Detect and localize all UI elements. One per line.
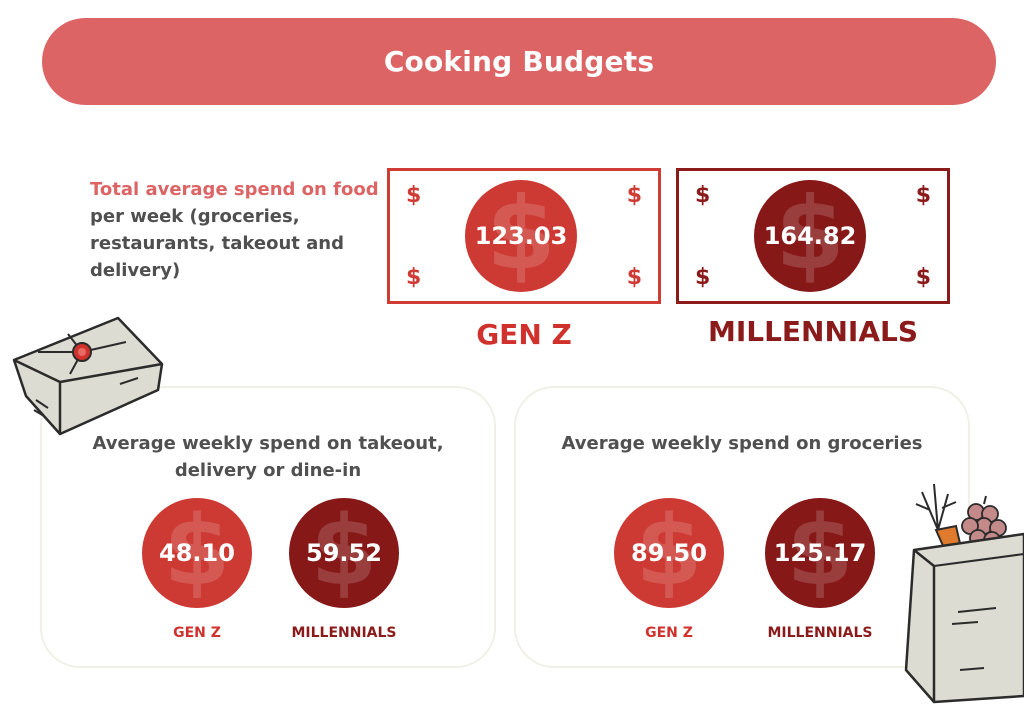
groceries-millennials-value: 125.17 — [773, 539, 867, 567]
millennials-total-value: 164.82 — [763, 222, 857, 250]
groceries-genz-label: GEN Z — [645, 625, 693, 641]
millennials-total-label: MILLENNIALS — [707, 315, 919, 348]
dollar-icon: $ — [626, 265, 642, 290]
takeout-genz-value: 48.10 — [159, 539, 235, 567]
dollar-icon: $ — [163, 498, 231, 607]
genz-total-bill: $ $ $ $ $ 123.03 — [387, 168, 661, 304]
page-title: Cooking Budgets — [383, 45, 655, 78]
dollar-icon: $ — [775, 180, 845, 292]
millennials-total-coin: $ 164.82 — [754, 180, 866, 292]
dollar-icon: $ — [626, 183, 642, 208]
groceries-genz-value: 89.50 — [631, 539, 707, 567]
dollar-icon: $ — [406, 183, 422, 208]
takeout-panel: Average weekly spend on takeout, deliver… — [40, 386, 496, 668]
dollar-icon: $ — [915, 265, 931, 290]
genz-total-value: 123.03 — [474, 222, 568, 250]
intro-highlight: Total average spend on food — [90, 179, 379, 200]
dollar-icon: $ — [915, 183, 931, 208]
dollar-icon: $ — [786, 498, 854, 607]
title-banner: Cooking Budgets — [42, 18, 996, 105]
groceries-genz-coin: $ 89.50 — [614, 498, 724, 608]
dollar-icon: $ — [310, 498, 378, 607]
groceries-panel: Average weekly spend on groceries $ 89.5… — [514, 386, 970, 668]
dollar-icon: $ — [695, 183, 711, 208]
takeout-millennials-value: 59.52 — [306, 539, 382, 567]
genz-total-coin: $ 123.03 — [465, 180, 577, 292]
groceries-title: Average weekly spend on groceries — [561, 433, 923, 454]
millennials-total-bill: $ $ $ $ $ 164.82 — [676, 168, 950, 304]
takeout-millennials-label: MILLENNIALS — [291, 625, 397, 641]
groceries-millennials-label: MILLENNIALS — [767, 625, 873, 641]
intro-rest: per week (groceries, restaurants, takeou… — [90, 206, 344, 281]
dollar-icon: $ — [486, 180, 556, 292]
takeout-title: Average weekly spend on takeout, deliver… — [92, 433, 444, 481]
dollar-icon: $ — [406, 265, 422, 290]
grocery-bag-icon — [904, 483, 1024, 704]
dollar-icon: $ — [695, 265, 711, 290]
takeout-millennials-coin: $ 59.52 — [289, 498, 399, 608]
intro-text: Total average spend on food per week (gr… — [90, 176, 380, 284]
takeout-genz-label: GEN Z — [173, 625, 221, 641]
takeout-box-icon — [12, 316, 164, 436]
groceries-millennials-coin: $ 125.17 — [765, 498, 875, 608]
dollar-icon: $ — [635, 498, 703, 607]
takeout-genz-coin: $ 48.10 — [142, 498, 252, 608]
genz-total-label: GEN Z — [476, 318, 572, 351]
